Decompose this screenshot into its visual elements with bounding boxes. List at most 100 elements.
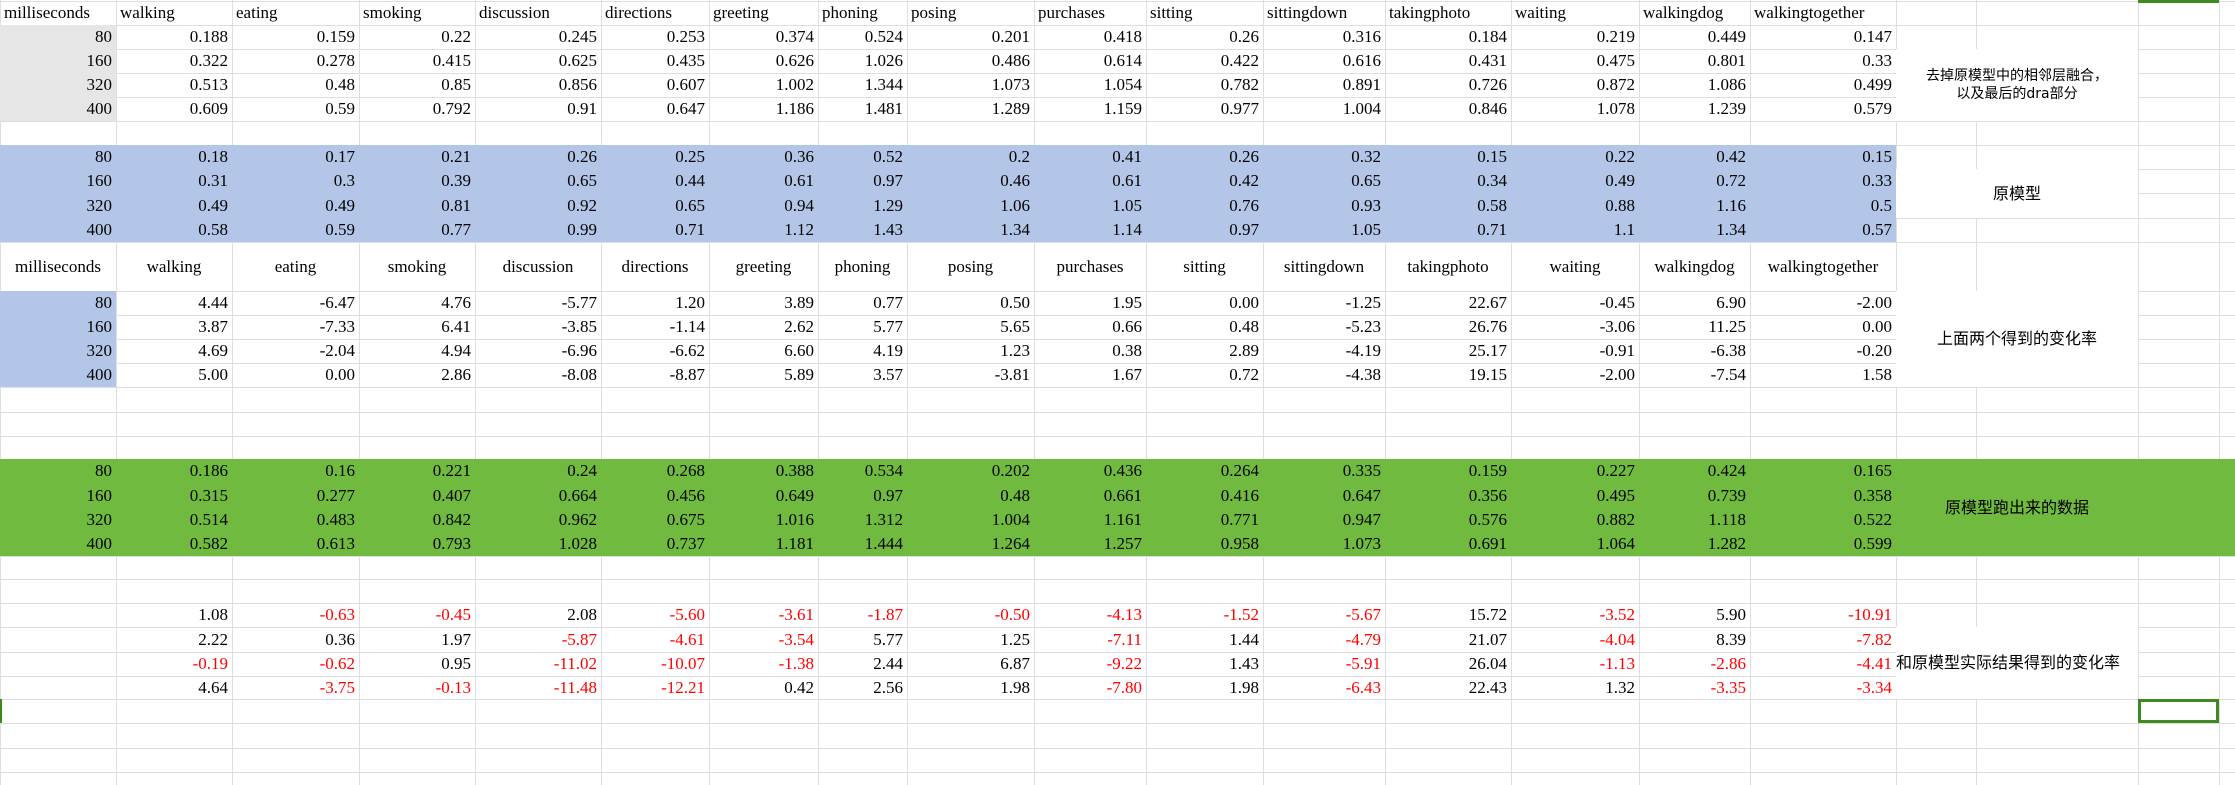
data-cell[interactable]: 5.90 — [1716, 605, 1746, 624]
data-cell[interactable]: 2.89 — [1229, 341, 1259, 360]
data-cell[interactable]: 0.475 — [1596, 51, 1635, 70]
data-cell[interactable]: 1.054 — [1103, 75, 1142, 94]
data-cell[interactable]: 1.29 — [873, 195, 903, 215]
data-cell[interactable]: 0.17 — [325, 147, 355, 166]
data-cell[interactable]: 0.891 — [1342, 75, 1381, 94]
data-cell[interactable]: 1.05 — [1351, 220, 1381, 239]
data-cell[interactable]: 1.97 — [441, 629, 471, 649]
data-cell[interactable]: 0.159 — [1468, 461, 1507, 480]
data-cell[interactable]: -3.34 — [1856, 677, 1892, 697]
data-cell[interactable]: 0.31 — [198, 171, 228, 190]
data-cell[interactable]: 0.268 — [666, 461, 705, 480]
data-cell[interactable]: 0.147 — [1853, 27, 1892, 46]
column-header[interactable]: waiting — [1515, 3, 1566, 22]
data-cell[interactable]: 0.782 — [1220, 75, 1259, 94]
data-cell[interactable]: 5.00 — [198, 365, 228, 384]
data-cell[interactable]: 0.647 — [1342, 485, 1381, 505]
data-cell[interactable]: 0.449 — [1707, 27, 1746, 46]
data-cell[interactable]: 21.07 — [1468, 629, 1507, 649]
data-cell[interactable]: 1.1 — [1613, 220, 1635, 239]
data-cell[interactable]: -1.38 — [778, 654, 814, 673]
data-cell[interactable]: 1.118 — [1708, 510, 1746, 529]
data-cell[interactable]: 6.87 — [1000, 654, 1030, 673]
data-cell[interactable]: 0.486 — [991, 51, 1030, 70]
data-cell[interactable]: 0.435 — [666, 51, 705, 70]
column-header[interactable]: smoking — [387, 256, 447, 276]
data-cell[interactable]: 2.86 — [441, 365, 471, 384]
data-cell[interactable]: 0.48 — [325, 75, 355, 94]
column-header[interactable]: sittingdown — [1267, 3, 1348, 22]
data-cell[interactable]: 0.3 — [333, 171, 355, 190]
data-cell[interactable]: -4.19 — [1345, 341, 1381, 360]
column-header[interactable]: posing — [911, 3, 957, 22]
data-cell[interactable]: -4.13 — [1106, 605, 1142, 624]
data-cell[interactable]: 0.335 — [1342, 461, 1381, 480]
data-cell[interactable]: 1.002 — [775, 75, 814, 94]
data-cell[interactable]: 0.958 — [1220, 534, 1259, 553]
column-header[interactable]: walking — [120, 3, 175, 22]
data-cell[interactable]: 3.57 — [873, 365, 903, 384]
data-cell[interactable]: 0.26 — [1229, 27, 1259, 46]
data-cell[interactable]: 0.201 — [991, 27, 1030, 46]
data-cell[interactable]: 0.72 — [1716, 171, 1746, 190]
data-cell[interactable]: 1.05 — [1112, 195, 1142, 215]
data-cell[interactable]: 0.42 — [1716, 147, 1746, 166]
data-cell[interactable]: 0.165 — [1853, 461, 1892, 480]
data-cell[interactable]: 1.004 — [991, 510, 1030, 529]
data-cell[interactable]: 0.65 — [567, 171, 597, 190]
data-cell[interactable]: 0.374 — [775, 27, 814, 46]
data-cell[interactable]: -0.20 — [1856, 341, 1892, 360]
data-cell[interactable]: 1.159 — [1103, 99, 1142, 118]
data-cell[interactable]: 1.028 — [558, 534, 597, 553]
row-label-milliseconds[interactable]: 400 — [86, 365, 113, 384]
column-header[interactable]: purchases — [1056, 256, 1124, 276]
column-header[interactable]: takingphoto — [1389, 3, 1471, 22]
data-cell[interactable]: 1.289 — [991, 99, 1030, 118]
data-cell[interactable]: -3.52 — [1599, 605, 1635, 624]
data-cell[interactable]: 0.227 — [1596, 461, 1635, 480]
data-cell[interactable]: 5.77 — [873, 317, 903, 336]
column-header[interactable]: walking — [146, 256, 202, 276]
data-cell[interactable]: 0.50 — [1000, 293, 1030, 312]
data-cell[interactable]: 1.06 — [1000, 195, 1030, 215]
data-cell[interactable]: -6.38 — [1710, 341, 1746, 360]
data-cell[interactable]: 0.579 — [1853, 99, 1892, 118]
data-cell[interactable]: 0.21 — [441, 147, 471, 166]
data-cell[interactable]: -3.61 — [778, 605, 814, 624]
data-cell[interactable]: 1.98 — [1000, 677, 1030, 697]
row-label-milliseconds[interactable]: 400 — [86, 99, 113, 118]
data-cell[interactable]: 0.626 — [775, 51, 814, 70]
data-cell[interactable]: 0.356 — [1468, 485, 1507, 505]
data-cell[interactable]: 0.16 — [325, 461, 355, 480]
data-cell[interactable]: 3.87 — [198, 317, 228, 336]
data-cell[interactable]: -1.14 — [669, 317, 705, 336]
data-cell[interactable]: 3.89 — [784, 293, 814, 312]
data-cell[interactable]: 0.71 — [1477, 220, 1507, 239]
data-cell[interactable]: 0.221 — [432, 461, 471, 480]
data-cell[interactable]: -6.43 — [1345, 677, 1381, 697]
data-cell[interactable]: 0.26 — [1229, 147, 1259, 166]
data-cell[interactable]: 0.739 — [1707, 485, 1746, 505]
data-cell[interactable]: 1.181 — [775, 534, 814, 553]
data-cell[interactable]: 0.48 — [1000, 485, 1030, 505]
data-cell[interactable]: 0.2 — [1008, 147, 1030, 166]
data-cell[interactable]: 0.424 — [1707, 461, 1746, 480]
data-cell[interactable]: 0.97 — [873, 485, 903, 505]
row-label-milliseconds[interactable]: 160 — [86, 171, 113, 190]
data-cell[interactable]: 0.76 — [1229, 195, 1259, 215]
data-cell[interactable]: 0.599 — [1853, 534, 1892, 553]
data-cell[interactable]: 4.44 — [198, 293, 228, 312]
data-cell[interactable]: 1.344 — [864, 75, 903, 94]
data-cell[interactable]: -3.85 — [561, 317, 597, 336]
data-cell[interactable]: 1.444 — [864, 534, 903, 553]
data-cell[interactable]: -5.67 — [1345, 605, 1381, 624]
data-cell[interactable]: -0.63 — [319, 605, 355, 624]
data-cell[interactable]: 0.431 — [1468, 51, 1507, 70]
data-cell[interactable]: 0.184 — [1468, 27, 1507, 46]
data-cell[interactable]: 1.98 — [1229, 677, 1259, 697]
data-cell[interactable]: 0.202 — [991, 461, 1030, 480]
data-cell[interactable]: -2.00 — [1856, 293, 1892, 312]
row-label-milliseconds[interactable]: 400 — [86, 534, 113, 553]
data-cell[interactable]: 0.95 — [441, 654, 471, 673]
